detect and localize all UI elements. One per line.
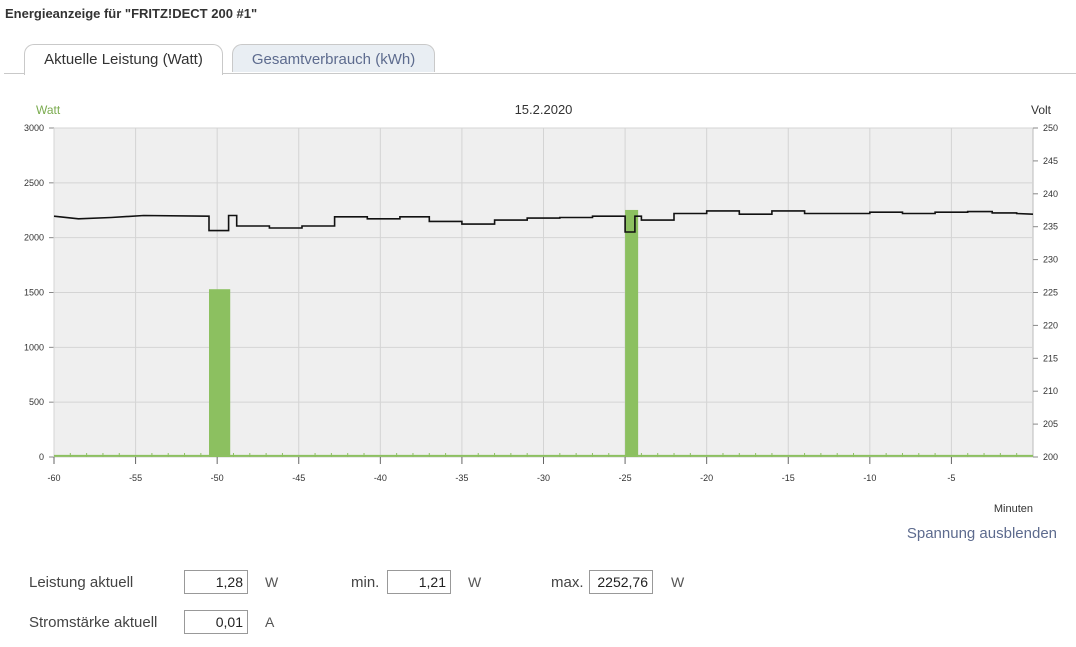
x-tick-label: -10 (863, 473, 876, 483)
x-tick-label: -50 (211, 473, 224, 483)
tab-bar: Aktuelle Leistung (Watt) Gesamtverbrauch… (0, 44, 1076, 75)
power-max-field: 2252,76 (589, 570, 653, 594)
chart-date-title: 15.2.2020 (515, 102, 573, 117)
power-min-field: 1,21 (387, 570, 451, 594)
power-current-field: 1,28 (184, 570, 248, 594)
tab-current-power[interactable]: Aktuelle Leistung (Watt) (24, 44, 223, 75)
power-min-unit: W (468, 574, 482, 590)
power-max-label: max. (551, 574, 584, 591)
y-right-tick-label: 210 (1043, 386, 1058, 396)
y-left-tick-label: 1500 (24, 288, 44, 298)
current-field: 0,01 (184, 610, 248, 634)
power-current-label: Leistung aktuell (29, 574, 134, 591)
x-tick-label: -45 (292, 473, 305, 483)
power-max-unit: W (671, 574, 685, 590)
voltage-line (53, 210, 1034, 233)
toggle-voltage-link[interactable]: Spannung ausblenden (906, 525, 1057, 542)
power-chart-svg: 0 500 1000 1500 2000 2500 3000 200 205 210 215 220 2… (24, 102, 1058, 515)
tab-divider (4, 73, 1076, 74)
x-tick-label: -55 (129, 473, 142, 483)
x-tick-label: -60 (47, 473, 60, 483)
x-tick-label: -40 (374, 473, 387, 483)
y-right-tick-label: 230 (1043, 255, 1058, 265)
y-right-tick-label: 205 (1043, 419, 1058, 429)
current-label: Stromstärke aktuell (29, 614, 158, 631)
y-right-axis-label: Volt (1031, 103, 1052, 117)
power-current-unit: W (265, 574, 279, 590)
x-tick-label: -20 (700, 473, 713, 483)
y-right-tick-label: 240 (1043, 189, 1058, 199)
y-left-tick-label: 3000 (24, 123, 44, 133)
y-left-tick-label: 1000 (24, 342, 44, 352)
x-tick-label: -25 (619, 473, 632, 483)
y-right-tick-label: 220 (1043, 320, 1058, 330)
current-unit: A (265, 614, 275, 630)
y-right-tick-label: 215 (1043, 353, 1058, 363)
page-title: Energieanzeige für "FRITZ!DECT 200 #1" (5, 6, 258, 21)
y-right-tick-label: 245 (1043, 156, 1058, 166)
x-tick-label: -30 (537, 473, 550, 483)
y-right-tick-label: 250 (1043, 123, 1058, 133)
y-right-tick-label: 225 (1043, 288, 1058, 298)
y-right-tick-label: 235 (1043, 222, 1058, 232)
tab-total-consumption[interactable]: Gesamtverbrauch (kWh) (232, 44, 435, 72)
power-bar (625, 209, 639, 457)
x-axis-label: Minuten (994, 503, 1033, 515)
x-tick-label: -5 (947, 473, 955, 483)
y-left-tick-label: 0 (39, 452, 44, 462)
power-chart: 0 500 1000 1500 2000 2500 3000 200 205 210 215 220 2… (0, 90, 1076, 520)
x-tick-label: -35 (455, 473, 468, 483)
y-right-tick-label: 200 (1043, 452, 1058, 462)
power-min-label: min. (351, 574, 380, 591)
y-left-tick-label: 2000 (24, 233, 44, 243)
y-left-tick-label: 2500 (24, 178, 44, 188)
y-left-axis-label: Watt (36, 103, 61, 117)
y-left-tick-label: 500 (29, 397, 44, 407)
power-bar (209, 289, 231, 457)
x-tick-label: -15 (782, 473, 795, 483)
